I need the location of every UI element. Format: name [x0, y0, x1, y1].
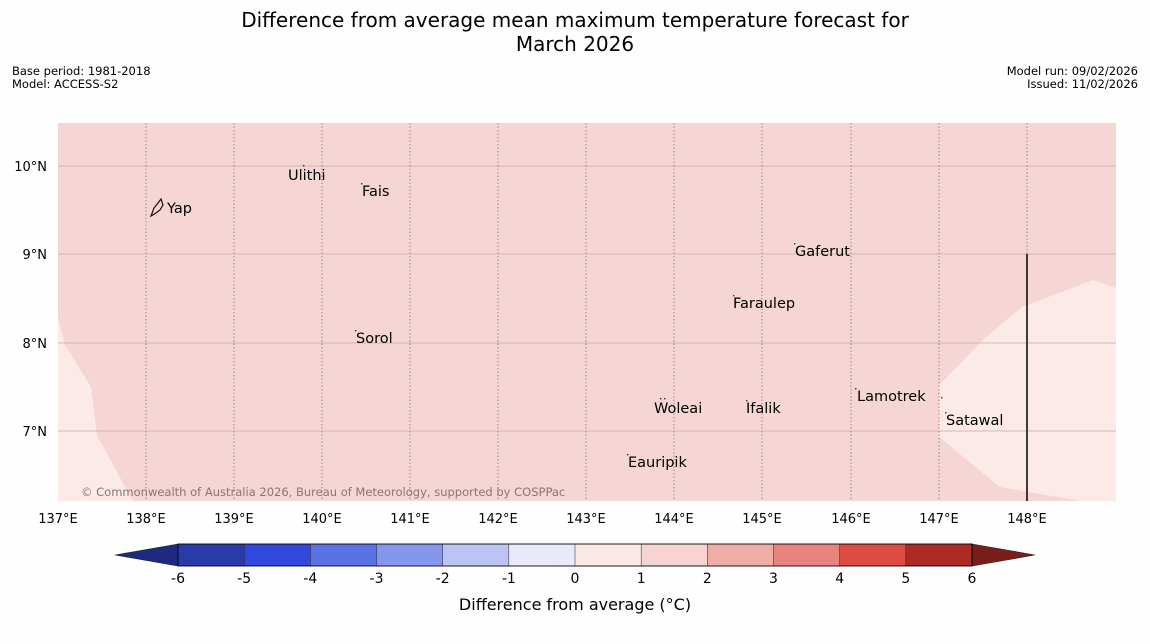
- lon-label-144e: 144°E: [654, 512, 694, 527]
- colorbar-tick-label: -5: [237, 571, 251, 587]
- island-specks: [303, 165, 947, 456]
- model-run: Model run: 09/02/2026: [1006, 64, 1138, 78]
- place-gaferut: Gaferut: [795, 244, 850, 260]
- lon-label-140e: 140°E: [302, 512, 342, 527]
- run-info: Model run: 09/02/2026 Issued: 11/02/2026: [1007, 65, 1138, 91]
- place-yap: Yap: [166, 201, 192, 217]
- colorbar-low-extend: [114, 543, 179, 567]
- lat-label-7n: 7°N: [23, 425, 48, 440]
- colorbar-tick-label: 1: [637, 571, 646, 587]
- lon-label-141e: 141°E: [390, 512, 430, 527]
- colorbar-segment: [839, 543, 907, 567]
- colorbar-segment: [905, 543, 973, 567]
- lon-label-142e: 142°E: [478, 512, 518, 527]
- lon-label-143e: 143°E: [566, 512, 606, 527]
- colorbar: -6 -5 -4 -3 -2 -1 0 1 2 3 4 5 6: [114, 543, 1036, 587]
- lon-label-147e: 147°E: [919, 512, 959, 527]
- colorbar-segment: [574, 543, 642, 567]
- model-name: Model: ACCESS-S2: [12, 77, 119, 91]
- colorbar-tick-label: -3: [370, 571, 384, 587]
- colorbar-tick-label: 0: [571, 571, 580, 587]
- place-sorol: Sorol: [356, 331, 393, 347]
- place-satawal: Satawal: [946, 413, 1003, 429]
- lon-label-139e: 139°E: [214, 512, 254, 527]
- issued-date: Issued: 11/02/2026: [1027, 77, 1138, 91]
- forecast-map: Ulithi Fais Yap Gaferut Faraulep Sorol L…: [14, 123, 1116, 587]
- lon-label-138e: 138°E: [126, 512, 166, 527]
- lat-label-9n: 9°N: [23, 248, 48, 263]
- colorbar-outline: [177, 543, 973, 567]
- chart-title: Difference from average mean maximum tem…: [0, 8, 1150, 56]
- place-eauripik: Eauripik: [628, 455, 687, 471]
- place-woleai: Woleai: [654, 401, 702, 417]
- lat-label-10n: 10°N: [14, 160, 47, 175]
- colorbar-tick-label: -1: [502, 571, 516, 587]
- title-line-2: March 2026: [515, 32, 635, 56]
- colorbar-segment: [310, 543, 378, 567]
- colorbar-tick-label: 3: [769, 571, 778, 587]
- title-line-1: Difference from average mean maximum tem…: [241, 8, 909, 32]
- colorbar-tick-label: 2: [703, 571, 712, 587]
- colorbar-segment: [508, 543, 576, 567]
- colorbar-tick-label: 5: [901, 571, 910, 587]
- model-info: Base period: 1981-2018 Model: ACCESS-S2: [12, 65, 151, 91]
- colorbar-label: Difference from average (°C): [458, 595, 692, 614]
- colorbar-segment: [442, 543, 510, 567]
- colorbar-tick-label: -4: [303, 571, 317, 587]
- place-fais: Fais: [362, 184, 389, 200]
- yap-island: [149, 197, 164, 218]
- colorbar-segment: [376, 543, 444, 567]
- colorbar-segment: [773, 543, 841, 567]
- colorbar-high-extend: [971, 543, 1036, 567]
- lon-label-146e: 146°E: [831, 512, 871, 527]
- lat-label-8n: 8°N: [23, 337, 48, 352]
- copyright-notice: © Commonwealth of Australia 2026, Bureau…: [81, 485, 565, 499]
- colorbar-segment: [640, 543, 709, 567]
- lon-label-148e: 148°E: [1007, 512, 1047, 527]
- lon-gridlines: [145, 123, 1028, 501]
- colorbar-tick-label: -2: [436, 571, 450, 587]
- colorbar-segment: [177, 543, 245, 567]
- colorbar-tick-label: 6: [968, 571, 977, 587]
- anomaly-band-0-1-west: [58, 318, 133, 501]
- place-ifalik: Ifalik: [746, 401, 781, 417]
- colorbar-tick-label: 4: [835, 571, 844, 587]
- colorbar-tick-label: -6: [171, 571, 185, 587]
- colorbar-segment: [707, 543, 775, 567]
- place-faraulep: Faraulep: [733, 296, 795, 312]
- lon-label-145e: 145°E: [742, 512, 782, 527]
- place-lamotrek: Lamotrek: [857, 389, 926, 405]
- lon-label-137e: 137°E: [38, 512, 78, 527]
- place-ulithi: Ulithi: [288, 168, 326, 184]
- colorbar-segment: [243, 543, 312, 567]
- base-period: Base period: 1981-2018: [12, 64, 151, 78]
